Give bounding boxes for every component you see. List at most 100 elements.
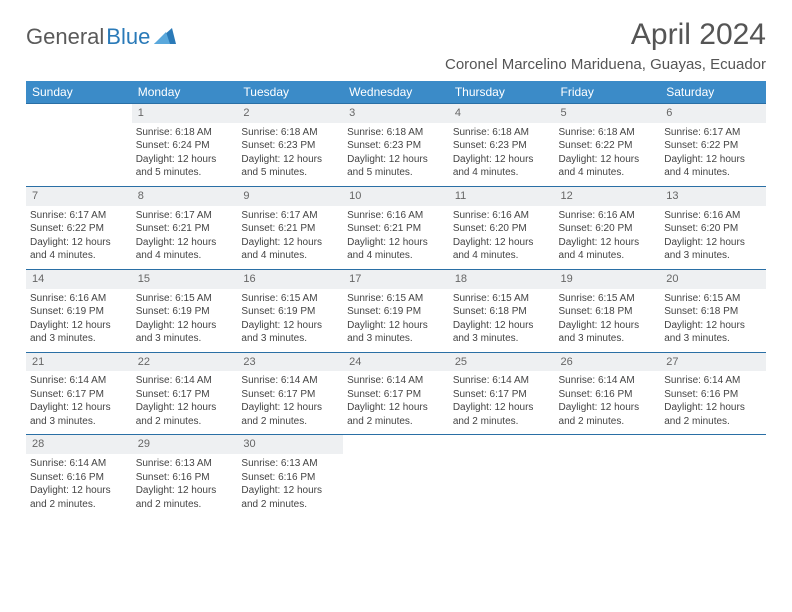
sunset-text: Sunset: 6:20 PM bbox=[453, 222, 551, 236]
sunset-text: Sunset: 6:16 PM bbox=[664, 388, 762, 402]
daylight-text: and 5 minutes. bbox=[347, 166, 445, 180]
day-number: 8 bbox=[132, 186, 238, 205]
day-header: Tuesday bbox=[237, 81, 343, 104]
calendar-table: Sunday Monday Tuesday Wednesday Thursday… bbox=[26, 81, 766, 517]
daylight-text: Daylight: 12 hours bbox=[30, 236, 128, 250]
sunset-text: Sunset: 6:19 PM bbox=[347, 305, 445, 319]
day-number: 28 bbox=[26, 435, 132, 454]
sunrise-text: Sunrise: 6:14 AM bbox=[241, 374, 339, 388]
day-number: 22 bbox=[132, 352, 238, 371]
day-cell: Sunrise: 6:16 AMSunset: 6:21 PMDaylight:… bbox=[343, 206, 449, 270]
sunset-text: Sunset: 6:16 PM bbox=[136, 471, 234, 485]
sunrise-text: Sunrise: 6:14 AM bbox=[453, 374, 551, 388]
logo-text-blue: Blue bbox=[106, 24, 150, 50]
location-label: Coronel Marcelino Mariduena, Guayas, Ecu… bbox=[445, 56, 766, 73]
daylight-text: and 5 minutes. bbox=[136, 166, 234, 180]
day-cell: Sunrise: 6:15 AMSunset: 6:18 PMDaylight:… bbox=[660, 289, 766, 353]
daylight-text: Daylight: 12 hours bbox=[559, 153, 657, 167]
day-number: 21 bbox=[26, 352, 132, 371]
sunrise-text: Sunrise: 6:17 AM bbox=[30, 209, 128, 223]
month-title: April 2024 bbox=[445, 18, 766, 52]
day-content-row: Sunrise: 6:14 AMSunset: 6:17 PMDaylight:… bbox=[26, 371, 766, 435]
daylight-text: and 2 minutes. bbox=[136, 498, 234, 512]
daylight-text: and 3 minutes. bbox=[664, 332, 762, 346]
logo-text-general: General bbox=[26, 24, 104, 50]
day-header: Monday bbox=[132, 81, 238, 104]
day-cell: Sunrise: 6:18 AMSunset: 6:24 PMDaylight:… bbox=[132, 123, 238, 187]
sunrise-text: Sunrise: 6:15 AM bbox=[136, 292, 234, 306]
day-number-row: 78910111213 bbox=[26, 186, 766, 205]
sunrise-text: Sunrise: 6:13 AM bbox=[241, 457, 339, 471]
day-number: 20 bbox=[660, 269, 766, 288]
sunrise-text: Sunrise: 6:15 AM bbox=[559, 292, 657, 306]
daylight-text: Daylight: 12 hours bbox=[347, 236, 445, 250]
day-cell: Sunrise: 6:14 AMSunset: 6:17 PMDaylight:… bbox=[343, 371, 449, 435]
sunrise-text: Sunrise: 6:14 AM bbox=[559, 374, 657, 388]
daylight-text: and 3 minutes. bbox=[453, 332, 551, 346]
day-cell bbox=[343, 454, 449, 517]
day-header: Friday bbox=[555, 81, 661, 104]
daylight-text: Daylight: 12 hours bbox=[664, 236, 762, 250]
sunrise-text: Sunrise: 6:16 AM bbox=[453, 209, 551, 223]
daylight-text: and 4 minutes. bbox=[347, 249, 445, 263]
day-cell: Sunrise: 6:15 AMSunset: 6:18 PMDaylight:… bbox=[449, 289, 555, 353]
header: General Blue April 2024 Coronel Marcelin… bbox=[26, 18, 766, 73]
daylight-text: Daylight: 12 hours bbox=[347, 319, 445, 333]
daylight-text: Daylight: 12 hours bbox=[559, 401, 657, 415]
day-cell: Sunrise: 6:17 AMSunset: 6:22 PMDaylight:… bbox=[26, 206, 132, 270]
daylight-text: and 4 minutes. bbox=[241, 249, 339, 263]
sunrise-text: Sunrise: 6:15 AM bbox=[347, 292, 445, 306]
day-cell: Sunrise: 6:18 AMSunset: 6:22 PMDaylight:… bbox=[555, 123, 661, 187]
day-number: 27 bbox=[660, 352, 766, 371]
day-number bbox=[26, 104, 132, 123]
day-number: 19 bbox=[555, 269, 661, 288]
daylight-text: Daylight: 12 hours bbox=[559, 236, 657, 250]
day-number bbox=[343, 435, 449, 454]
day-number: 14 bbox=[26, 269, 132, 288]
day-number: 15 bbox=[132, 269, 238, 288]
sunrise-text: Sunrise: 6:14 AM bbox=[30, 374, 128, 388]
day-header: Sunday bbox=[26, 81, 132, 104]
daylight-text: and 2 minutes. bbox=[241, 498, 339, 512]
sunrise-text: Sunrise: 6:18 AM bbox=[559, 126, 657, 140]
daylight-text: Daylight: 12 hours bbox=[30, 401, 128, 415]
daylight-text: and 3 minutes. bbox=[30, 415, 128, 429]
day-header-row: Sunday Monday Tuesday Wednesday Thursday… bbox=[26, 81, 766, 104]
day-number: 24 bbox=[343, 352, 449, 371]
daylight-text: and 3 minutes. bbox=[136, 332, 234, 346]
day-cell bbox=[449, 454, 555, 517]
day-cell: Sunrise: 6:15 AMSunset: 6:19 PMDaylight:… bbox=[237, 289, 343, 353]
daylight-text: and 2 minutes. bbox=[559, 415, 657, 429]
sunset-text: Sunset: 6:22 PM bbox=[664, 139, 762, 153]
day-number: 4 bbox=[449, 104, 555, 123]
title-block: April 2024 Coronel Marcelino Mariduena, … bbox=[445, 18, 766, 73]
sunrise-text: Sunrise: 6:13 AM bbox=[136, 457, 234, 471]
sunset-text: Sunset: 6:22 PM bbox=[30, 222, 128, 236]
daylight-text: and 4 minutes. bbox=[559, 166, 657, 180]
day-number: 17 bbox=[343, 269, 449, 288]
day-cell: Sunrise: 6:14 AMSunset: 6:16 PMDaylight:… bbox=[555, 371, 661, 435]
daylight-text: and 2 minutes. bbox=[347, 415, 445, 429]
day-cell: Sunrise: 6:18 AMSunset: 6:23 PMDaylight:… bbox=[237, 123, 343, 187]
day-number-row: 123456 bbox=[26, 104, 766, 123]
daylight-text: and 5 minutes. bbox=[241, 166, 339, 180]
sunset-text: Sunset: 6:21 PM bbox=[347, 222, 445, 236]
day-cell bbox=[660, 454, 766, 517]
day-number: 18 bbox=[449, 269, 555, 288]
daylight-text: Daylight: 12 hours bbox=[241, 484, 339, 498]
sunset-text: Sunset: 6:22 PM bbox=[559, 139, 657, 153]
daylight-text: Daylight: 12 hours bbox=[453, 401, 551, 415]
sunrise-text: Sunrise: 6:15 AM bbox=[453, 292, 551, 306]
sunset-text: Sunset: 6:16 PM bbox=[30, 471, 128, 485]
daylight-text: and 3 minutes. bbox=[664, 249, 762, 263]
day-number bbox=[660, 435, 766, 454]
daylight-text: Daylight: 12 hours bbox=[136, 236, 234, 250]
day-content-row: Sunrise: 6:17 AMSunset: 6:22 PMDaylight:… bbox=[26, 206, 766, 270]
day-number: 9 bbox=[237, 186, 343, 205]
day-cell: Sunrise: 6:16 AMSunset: 6:20 PMDaylight:… bbox=[660, 206, 766, 270]
sunset-text: Sunset: 6:19 PM bbox=[241, 305, 339, 319]
daylight-text: and 2 minutes. bbox=[453, 415, 551, 429]
day-content-row: Sunrise: 6:16 AMSunset: 6:19 PMDaylight:… bbox=[26, 289, 766, 353]
daylight-text: and 3 minutes. bbox=[241, 332, 339, 346]
day-cell: Sunrise: 6:14 AMSunset: 6:17 PMDaylight:… bbox=[132, 371, 238, 435]
